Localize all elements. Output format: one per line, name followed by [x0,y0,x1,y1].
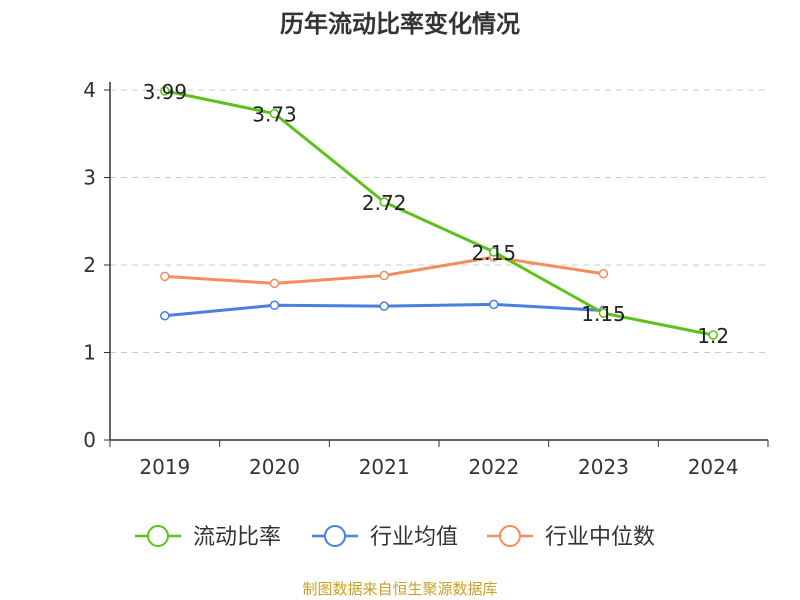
data-point [379,197,389,207]
legend-marker [499,525,521,547]
y-tick-label: 0 [83,428,96,452]
legend: 流动比率 行业均值 行业中位数 [135,525,655,550]
data-point [269,278,280,289]
data-point [160,311,170,321]
x-tick-label: 2024 [688,455,739,479]
legend-label: 行业中位数 [545,525,655,550]
legend-marker [324,525,346,547]
data-point [598,308,609,318]
data-label: 2.15 [472,241,517,265]
data-point [269,300,280,310]
series-group [160,86,718,340]
y-tick-label: 2 [83,253,96,277]
x-tick-label: 2022 [468,455,519,479]
data-label: 3.73 [252,103,297,127]
x-tick-label: 2023 [578,455,629,479]
legend-item: 行业均值 [312,525,458,550]
legend-marker [147,525,169,547]
legend-item: 流动比率 [135,525,281,550]
data-point [379,270,389,281]
data-label: 1.15 [581,302,626,326]
data-point [379,301,389,311]
y-tick-label: 3 [83,166,96,190]
chart-title: 历年流动比率变化情况 [280,10,520,38]
x-tick-label: 2020 [249,455,300,479]
series-line [164,89,714,337]
x-tick-label: 2021 [359,455,410,479]
y-tick-label: 4 [83,78,96,102]
axes: 0 1 2 3 4 2019 2020 2021 2022 2023 2024 [83,78,769,479]
data-labels: 3.99 3.73 2.72 2.15 1.15 1.2 [143,80,730,348]
data-point [160,271,170,282]
data-point [489,247,499,257]
data-point [489,299,499,310]
legend-label: 行业均值 [370,525,458,550]
legend-item: 行业中位数 [487,525,655,550]
data-label: 3.99 [143,80,188,104]
data-point [269,108,280,119]
data-point [708,330,718,340]
grid [110,89,768,353]
data-label: 1.2 [697,324,729,348]
data-point [160,86,170,96]
y-tick-label: 1 [83,341,96,365]
legend-label: 流动比率 [193,525,281,550]
data-point [598,269,609,279]
x-tick-label: 2019 [139,455,190,479]
data-label: 2.72 [362,191,407,215]
source-note: 制图数据来自恒生聚源数据库 [302,580,497,598]
